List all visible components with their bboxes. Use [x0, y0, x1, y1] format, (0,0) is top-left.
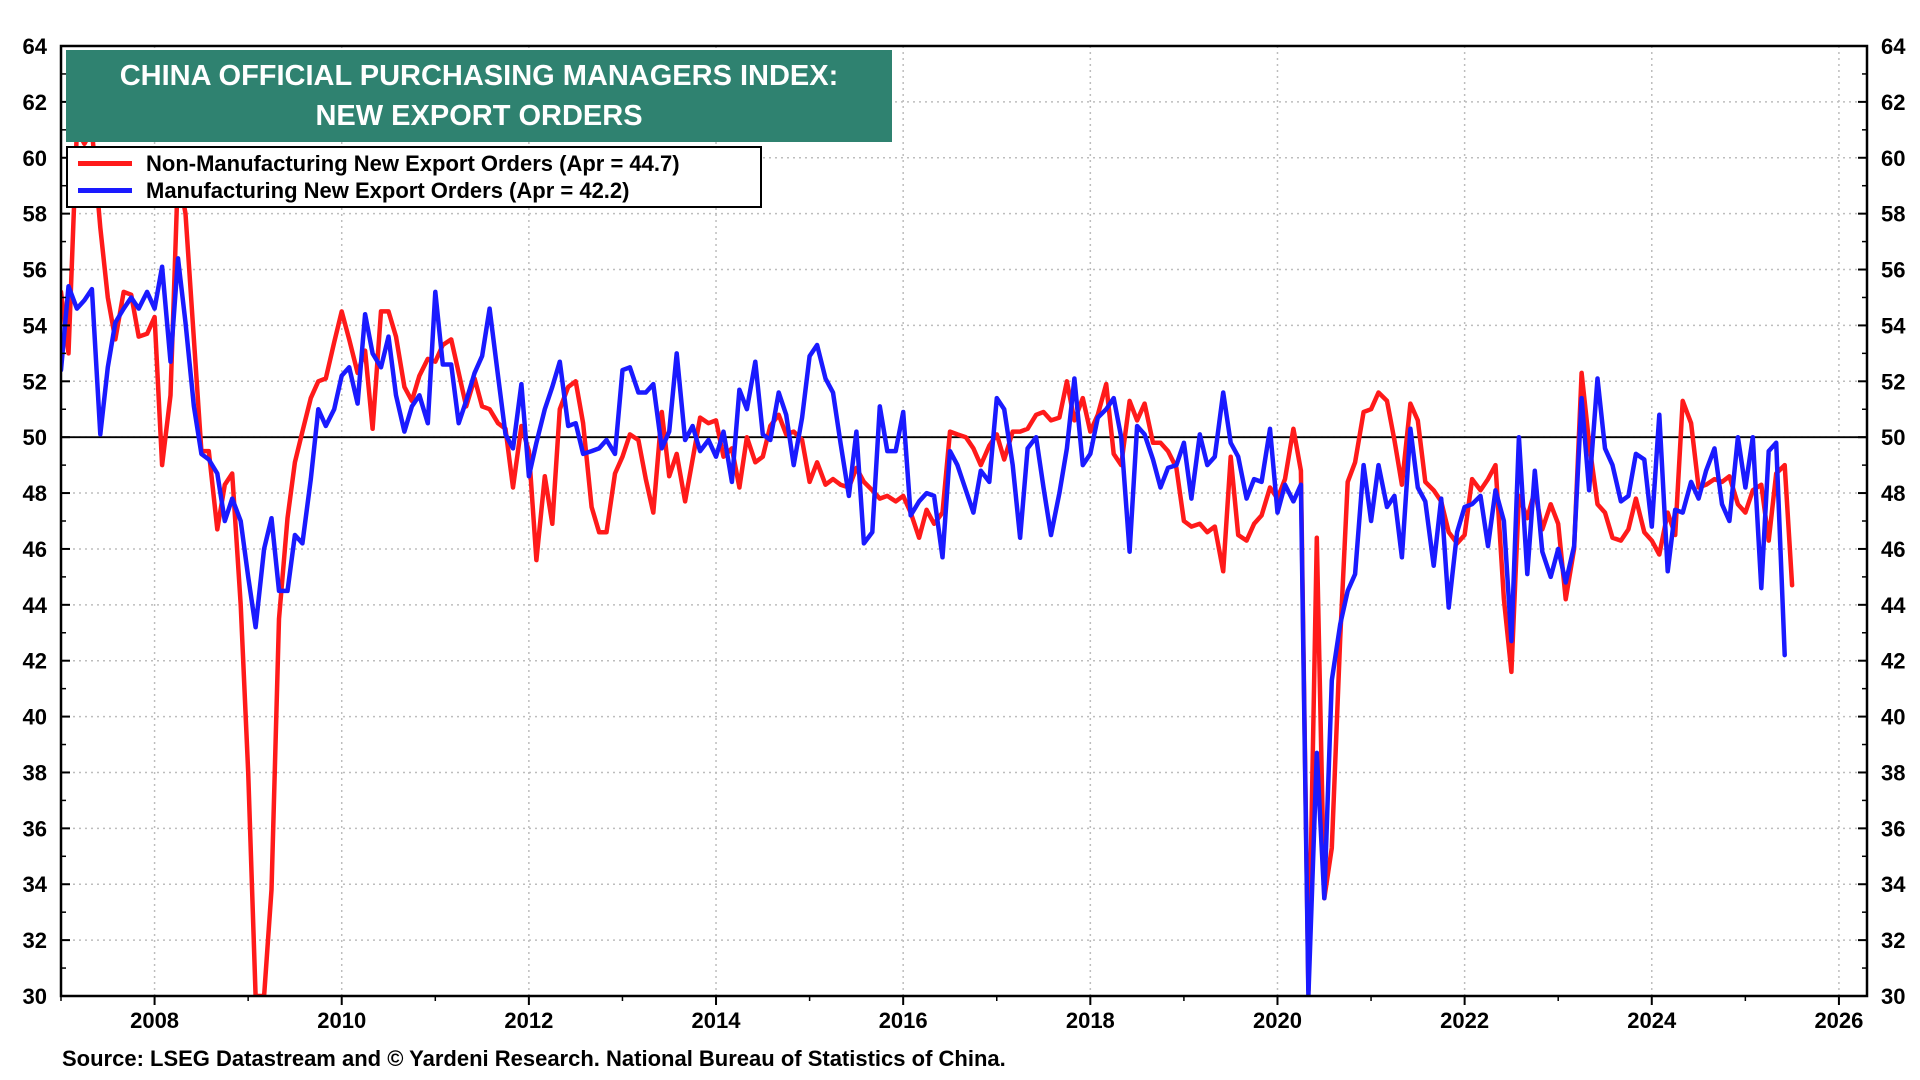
y-tick-label-right: 64	[1881, 34, 1906, 59]
y-tick-label-right: 40	[1881, 705, 1905, 730]
y-tick-label-left: 44	[23, 593, 48, 618]
y-tick-label-left: 40	[23, 705, 47, 730]
y-tick-label-right: 34	[1881, 872, 1906, 897]
series-lines	[61, 127, 1795, 996]
legend-item-non-manufacturing: Non-Manufacturing New Export Orders (Apr…	[78, 151, 680, 177]
source-note: Source: LSEG Datastream and © Yardeni Re…	[62, 1046, 1006, 1071]
y-tick-label-left: 46	[23, 537, 47, 562]
y-tick-label-left: 64	[23, 34, 48, 59]
y-tick-label-left: 34	[23, 872, 48, 897]
y-tick-label-left: 38	[23, 760, 47, 785]
x-tick-label: 2026	[1814, 1008, 1863, 1033]
y-tick-label-left: 32	[23, 928, 47, 953]
x-tick-label: 2014	[692, 1008, 742, 1033]
y-tick-label-left: 54	[23, 313, 48, 338]
x-tick-label: 2022	[1440, 1008, 1489, 1033]
chart-title-line-2: NEW EXPORT ORDERS	[315, 100, 643, 132]
y-tick-label-left: 60	[23, 146, 47, 171]
y-tick-label-right: 54	[1881, 313, 1906, 338]
legend-label-manufacturing: Manufacturing New Export Orders (Apr = 4…	[146, 178, 630, 203]
y-tick-label-right: 52	[1881, 369, 1905, 394]
x-tick-label: 2008	[130, 1008, 179, 1033]
series-line-manufacturing	[61, 256, 1787, 996]
y-tick-label-left: 30	[23, 984, 47, 1009]
chart-title-line-1: CHINA OFFICIAL PURCHASING MANAGERS INDEX…	[119, 60, 839, 92]
y-tick-label-right: 46	[1881, 537, 1905, 562]
y-tick-label-right: 36	[1881, 816, 1905, 841]
y-tick-label-right: 38	[1881, 760, 1905, 785]
y-axis-left-labels: 30 32 34 36 38 40 42 44 46 48 50 52 54 56 58 60 62 64	[23, 34, 48, 1009]
y-tick-label-left: 36	[23, 816, 47, 841]
y-tick-label-right: 56	[1881, 258, 1905, 283]
x-tick-label: 2010	[317, 1008, 366, 1033]
legend-item-manufacturing: Manufacturing New Export Orders (Apr = 4…	[78, 178, 629, 204]
x-tick-label: 2012	[504, 1008, 553, 1033]
series-line-non-manufacturing	[61, 127, 1795, 996]
y-tick-label-right: 50	[1881, 425, 1905, 450]
y-tick-label-right: 62	[1881, 90, 1905, 115]
y-tick-label-right: 58	[1881, 202, 1905, 227]
y-tick-label-left: 58	[23, 202, 47, 227]
legend-label-non-manufacturing: Non-Manufacturing New Export Orders (Apr…	[146, 151, 680, 176]
x-tick-label: 2020	[1253, 1008, 1302, 1033]
x-tick-label: 2024	[1627, 1008, 1677, 1033]
y-tick-label-right: 60	[1881, 146, 1905, 171]
legend-swatch-blue	[78, 187, 132, 193]
y-tick-label-left: 56	[23, 258, 47, 283]
x-tick-label: 2016	[879, 1008, 928, 1033]
chart-title: CHINA OFFICIAL PURCHASING MANAGERS INDEX…	[66, 50, 892, 142]
y-tick-label-left: 52	[23, 369, 47, 394]
y-tick-label-right: 44	[1881, 593, 1906, 618]
y-tick-label-right: 32	[1881, 928, 1905, 953]
y-tick-label-left: 42	[23, 649, 47, 674]
y-tick-label-right: 30	[1881, 984, 1905, 1009]
y-tick-label-right: 48	[1881, 481, 1905, 506]
y-tick-label-left: 50	[23, 425, 47, 450]
legend: Non-Manufacturing New Export Orders (Apr…	[66, 146, 762, 208]
y-tick-label-left: 62	[23, 90, 47, 115]
y-tick-label-left: 48	[23, 481, 47, 506]
y-axis-right-labels: 30 32 34 36 38 40 42 44 46 48 50 52 54 56 58 60 62 64	[1881, 34, 1906, 1009]
y-tick-label-right: 42	[1881, 649, 1905, 674]
x-tick-label: 2018	[1066, 1008, 1115, 1033]
legend-swatch-red	[78, 160, 132, 166]
x-axis-labels: 2008 2010 2012 2014 2016 2018 2020 2022 2024 2026	[130, 1008, 1863, 1033]
axis-ticks	[60, 45, 1867, 1005]
